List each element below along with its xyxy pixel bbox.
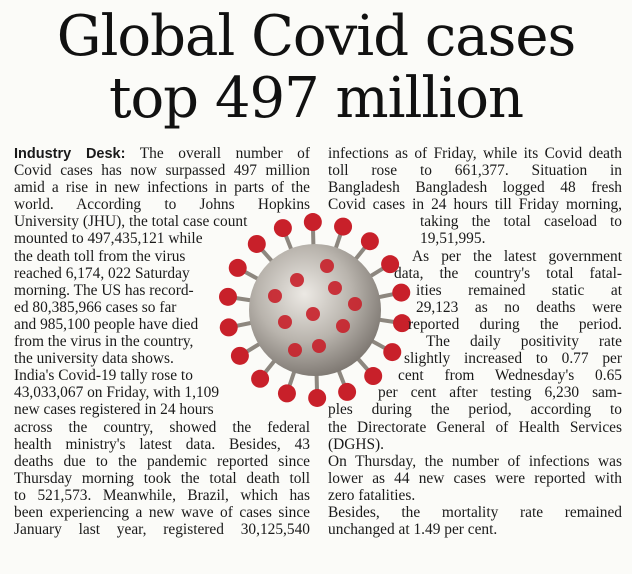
article-line: The daily positivity rate <box>426 333 622 351</box>
article-line: mounted to 497,435,121 while <box>14 230 203 248</box>
spike-protein <box>383 343 402 362</box>
spike-protein <box>393 314 412 333</box>
article-line: Covid cases in 24 hours till Friday morn… <box>328 196 622 214</box>
article-line: University (JHU), the total case count <box>14 213 248 231</box>
spike-protein <box>228 258 247 277</box>
spike-protein <box>273 219 292 238</box>
surface-protein <box>328 281 342 295</box>
surface-protein <box>290 273 304 287</box>
spike-protein <box>218 287 237 306</box>
article-line: (DGHS). <box>328 435 385 453</box>
article-line: 29,123 as no deaths were <box>416 298 622 316</box>
spike-protein <box>219 318 238 337</box>
article-line: India's Covid-19 tally rose to <box>14 367 193 385</box>
article-line: health ministry's latest data. Besides, … <box>14 435 310 453</box>
spike-protein <box>360 232 379 251</box>
article-line: ities remained static at <box>416 281 622 299</box>
article-line: cent from Wednesday's 0.65 <box>398 367 622 385</box>
headline-line-2: top 497 million <box>108 66 524 131</box>
article-line: unchanged at 1.49 per cent. <box>328 521 498 539</box>
spike-protein <box>381 255 400 274</box>
article-line: to 521,573. Meanwhile, Brazil, which has <box>14 486 310 504</box>
article-line: Covid cases has now surpassed 497 millio… <box>14 162 310 180</box>
article-line: deaths due to the pandemic reported sinc… <box>14 452 310 470</box>
spike-protein <box>334 217 353 236</box>
article-line: As per the latest government <box>412 247 622 265</box>
headline-line-1: Global Covid cases <box>56 4 576 69</box>
article-line: the university data shows. <box>14 350 174 368</box>
article-line: zero fatalities. <box>328 486 416 504</box>
article-line: reached 6,174, 022 Saturday <box>14 264 190 282</box>
article-line: world. According to Johns Hopkins <box>14 196 310 214</box>
article-line: amid a rise in new infections in parts o… <box>14 179 310 197</box>
article-column-left: Industry Desk: The overall number of Covi… <box>14 145 310 538</box>
article-line: Bangladesh Bangladesh logged 48 fresh <box>328 179 622 197</box>
article-line: from the virus in the country, <box>14 333 194 351</box>
article-line: the death toll from the virus <box>14 247 186 265</box>
article-line: and 985,100 people have died <box>14 315 199 333</box>
surface-protein <box>312 339 326 353</box>
article-line: toll rose to 661,377. Situation in <box>328 162 622 180</box>
spike-protein <box>247 234 266 253</box>
spike-protein <box>230 346 249 365</box>
article-line: lower as 44 new cases were reported with <box>328 469 622 487</box>
article-text: The overall number of <box>125 145 310 162</box>
article-line: 19,51,995. <box>420 230 486 248</box>
surface-protein <box>320 259 334 273</box>
spike-protein <box>392 283 411 302</box>
spike-protein <box>303 213 322 232</box>
article-line: ples during the period, according to <box>328 401 622 419</box>
surface-protein <box>336 319 350 333</box>
article-line: 43,033,067 on Friday, with 1,109 <box>14 384 220 402</box>
article-line: Besides, the mortality rate remained <box>328 503 622 521</box>
spike-protein <box>338 382 357 401</box>
spike-protein <box>277 384 296 403</box>
article-line: been experiencing a new wave of cases si… <box>14 503 310 521</box>
headline: Global Covid cases top 497 million <box>0 6 632 130</box>
article-line: slightly increased to 0.77 per <box>404 350 622 368</box>
byline: Industry Desk: <box>14 146 126 162</box>
article-line: per cent after testing 6,230 sam- <box>378 384 622 402</box>
surface-protein <box>278 315 292 329</box>
article-line: across the country, showed the federal <box>14 418 310 436</box>
article-line: On Thursday, the number of infections wa… <box>328 452 622 470</box>
spike-protein <box>308 388 327 407</box>
article-line: infections as of Friday, while its Covid… <box>328 145 622 162</box>
surface-protein <box>306 307 320 321</box>
article-line: data, the country's total fatal- <box>394 264 622 282</box>
surface-protein <box>348 297 362 311</box>
surface-protein <box>268 289 282 303</box>
article-column-right: infections as of Friday, while its Covid… <box>328 145 622 538</box>
article-line: January last year, registered 30,125,540 <box>14 521 310 539</box>
article-line: Thursday morning took the total death to… <box>14 469 310 487</box>
spike-protein <box>251 369 270 388</box>
article-line: ed 80,385,966 cases so far <box>14 298 177 316</box>
article-line: new cases registered in 24 hours <box>14 401 214 419</box>
spike-protein <box>364 367 383 386</box>
coronavirus-illustration <box>218 213 412 407</box>
article-line: Industry Desk: The overall number of <box>14 145 310 162</box>
article-line: reported during the period. <box>408 315 622 333</box>
surface-protein <box>288 343 302 357</box>
article-line: the Directorate General of Health Servic… <box>328 418 622 436</box>
article-line: morning. The US has record- <box>14 281 194 299</box>
article-line: taking the total caseload to <box>420 213 622 231</box>
